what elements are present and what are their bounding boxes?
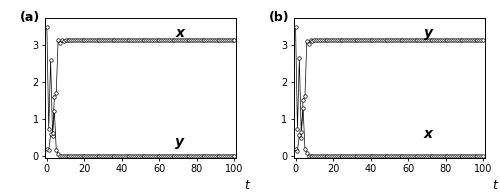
Text: t: t [244,179,249,192]
Text: x: x [175,26,184,40]
Text: (b): (b) [269,11,289,24]
Text: y: y [175,136,184,150]
Text: t: t [492,179,498,192]
Text: y: y [424,26,433,40]
Text: x: x [424,127,433,141]
Text: (a): (a) [20,11,40,24]
